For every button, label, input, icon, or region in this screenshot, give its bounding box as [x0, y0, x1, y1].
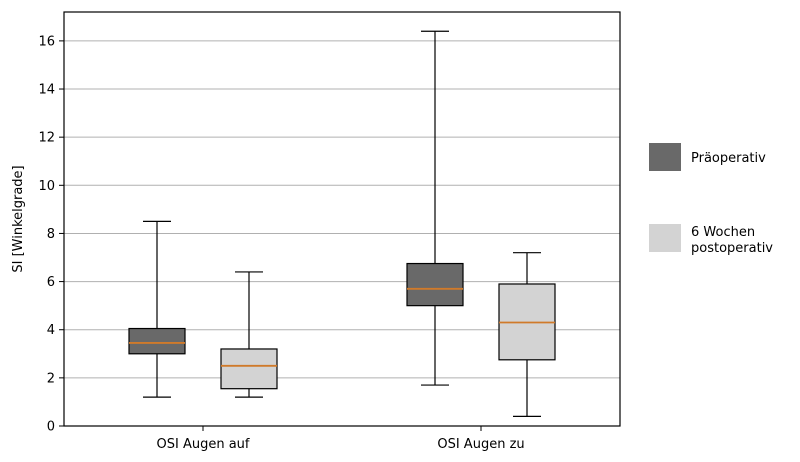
box-0-0 — [128, 220, 186, 398]
y-axis-label: SI [Winkelgrade] — [11, 165, 26, 272]
legend-label-1: 6 Wochen postoperativ — [691, 225, 773, 256]
box-1-0 — [406, 30, 464, 386]
legend-swatch-0 — [649, 143, 681, 171]
legend-label-line: postoperativ — [691, 241, 773, 256]
y-tick-label-2: 2 — [47, 371, 55, 386]
box-iqr — [406, 262, 464, 307]
legend-label-0: Präoperativ — [691, 151, 766, 166]
legend-swatch-1 — [649, 224, 681, 252]
y-tick-label-0: 0 — [47, 420, 55, 435]
legend: Präoperativ 6 Wochen postoperativ — [649, 143, 773, 256]
axes: 0 2 4 6 8 10 12 14 16 OSI Augen auf OSI Augen zu — [38, 34, 524, 452]
legend-label-line: 6 Wochen — [691, 225, 755, 240]
box-iqr — [128, 327, 186, 355]
legend-label-line: Präoperativ — [691, 151, 766, 166]
x-tick-label-1: OSI Augen zu — [437, 437, 524, 452]
x-tick-label-0: OSI Augen auf — [157, 437, 250, 452]
y-tick-label-4: 4 — [47, 323, 55, 338]
y-tick-label-6: 6 — [47, 275, 55, 290]
y-tick-label-8: 8 — [47, 227, 55, 242]
box-iqr — [220, 348, 278, 390]
box-1-1 — [498, 252, 556, 417]
y-tick-label-16: 16 — [38, 34, 55, 49]
plot-area-frame — [63, 11, 621, 427]
box-0-1 — [220, 271, 278, 398]
gridlines — [64, 40, 620, 427]
boxes — [128, 30, 556, 417]
y-tick-label-14: 14 — [38, 83, 55, 98]
y-tick-label-10: 10 — [38, 179, 55, 194]
y-tick-label-12: 12 — [38, 131, 55, 146]
